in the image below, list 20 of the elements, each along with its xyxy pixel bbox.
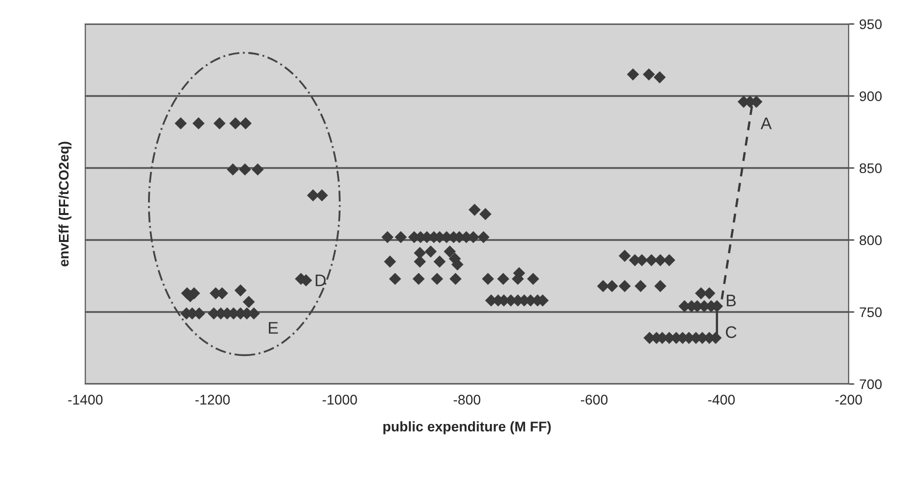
x-tick-label: -800 bbox=[454, 394, 480, 405]
x-tick-label: -600 bbox=[580, 394, 608, 405]
x-axis-title: public expenditure (M FF) bbox=[383, 421, 551, 434]
x-tick-label: -1200 bbox=[195, 394, 230, 405]
x-tick-label: -200 bbox=[835, 394, 862, 405]
y-tick-label: 900 bbox=[860, 91, 882, 102]
y-axis-title: envEff (FF/tCO2eq) bbox=[58, 142, 72, 266]
annotation: B bbox=[726, 294, 736, 306]
x-tick-label: -1000 bbox=[322, 394, 357, 405]
annotation: C bbox=[726, 326, 736, 338]
y-tick-label: 950 bbox=[860, 19, 882, 30]
annotation: A bbox=[760, 118, 772, 130]
y-tick-label: 750 bbox=[860, 307, 882, 318]
y-tick-label: 800 bbox=[860, 235, 882, 246]
x-tick-label: -400 bbox=[708, 394, 735, 405]
y-tick-label: 850 bbox=[860, 163, 882, 174]
x-tick-label: -1400 bbox=[68, 394, 103, 405]
annotation: E bbox=[268, 322, 278, 334]
annotation: D bbox=[316, 274, 326, 286]
y-tick-label: 700 bbox=[860, 379, 882, 390]
